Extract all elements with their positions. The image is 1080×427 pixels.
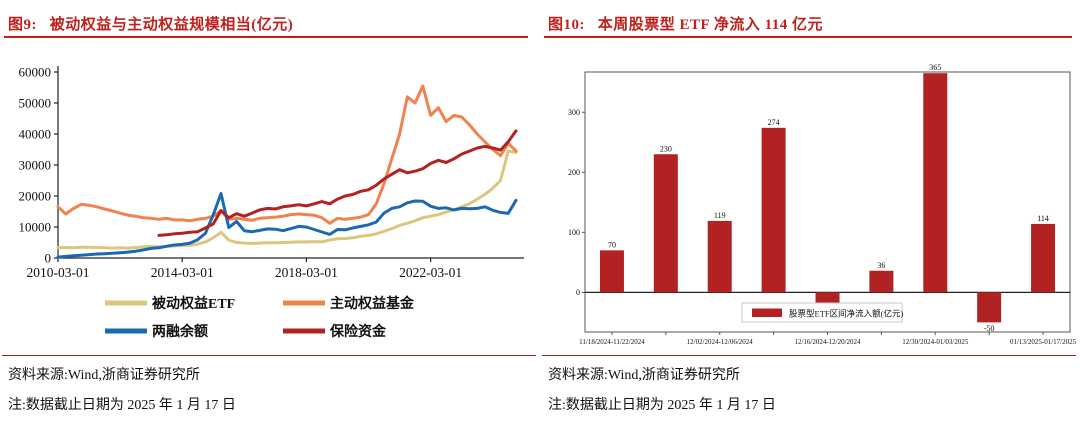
legend-label: 保险资金 (329, 323, 387, 340)
y-tick-label: 0 (576, 288, 580, 297)
bar-chart-figure10: 0 100 200 300 70 230 119 274 36 365 -50 114 11/18/20… (568, 63, 1077, 346)
legend-label: 股票型ETF区间净流入额(亿元) (789, 309, 903, 319)
bar-value-label: 365 (929, 63, 941, 72)
series-line (56, 149, 518, 250)
legend-swatch (752, 308, 782, 317)
bar (761, 127, 786, 293)
bar (869, 270, 894, 293)
legend-label: 被动权益ETF (152, 295, 235, 312)
x-tick-label: 11/18/2024-11/22/2024 (579, 338, 645, 346)
line-chart-figure9: 0 10000 20000 30000 40000 50000 60000 2010-03-0… (19, 65, 524, 340)
x-tick-label: 01/13/2025-01/17/2025 (1010, 338, 1077, 346)
y-tick-label: 0 (45, 251, 52, 266)
bar (653, 154, 678, 293)
legend-box (741, 302, 903, 323)
y-tick-label: 30000 (19, 158, 52, 173)
y-tick-label: 10000 (19, 220, 52, 235)
bar (599, 250, 624, 293)
bar-value-label: 119 (714, 211, 726, 220)
figure10-title-rule (544, 36, 1072, 38)
y-tick-label: 50000 (19, 96, 52, 111)
bar-value-label: 230 (660, 144, 672, 153)
bar-value-label: 70 (608, 240, 616, 249)
bar-value-label: 114 (1037, 214, 1049, 223)
bar (923, 73, 948, 293)
figure9-title-rule (4, 36, 528, 38)
figure9-note: 注:数据截止日期为 2025 年 1 月 17 日 (8, 398, 236, 413)
x-tick-label: 2010-03-01 (27, 265, 90, 280)
legend-label: 两融余额 (152, 323, 208, 340)
x-tick-label: 2014-03-01 (151, 265, 214, 280)
figure9-source: 资料来源:Wind,浙商证券研究所 (8, 368, 200, 383)
series-line (56, 84, 518, 225)
bar-value-label: 274 (768, 118, 780, 127)
figure10-source: 资料来源:Wind,浙商证券研究所 (548, 368, 740, 383)
y-tick-label: 200 (568, 168, 580, 177)
legend-label: 主动权益基金 (330, 295, 415, 312)
x-tick-label: 12/02/2024-12/06/2024 (687, 338, 754, 346)
figure10-chart-area: 0 100 200 300 70 230 119 274 36 365 -50 114 11/18/20… (540, 55, 1080, 355)
bar (977, 292, 1002, 323)
y-tick-label: 20000 (19, 189, 52, 204)
figure9-chart-area: 0 10000 20000 30000 40000 50000 60000 2010-03-0… (0, 55, 540, 350)
x-tick-label: 12/16/2024-12/20/2024 (794, 338, 861, 346)
y-tick-label: 40000 (19, 127, 52, 142)
x-tick-label: 2022-03-01 (399, 265, 462, 280)
series-line (56, 192, 518, 259)
bar (1031, 223, 1056, 293)
y-tick-label: 100 (568, 228, 580, 237)
figure10-source-rule (542, 355, 1076, 356)
bar (707, 220, 732, 293)
figure10-note: 注:数据截止日期为 2025 年 1 月 17 日 (548, 398, 776, 413)
bar-value-label: 36 (877, 261, 885, 270)
y-tick-label: 300 (568, 108, 580, 117)
series-line (157, 129, 518, 237)
y-tick-label: 60000 (19, 65, 52, 80)
figure9-source-rule (2, 355, 536, 356)
figure9-title: 图9: 被动权益与主动权益规模相当(亿元) (8, 17, 294, 33)
figure10-title: 图10: 本周股票型 ETF 净流入 114 亿元 (548, 17, 824, 33)
bar-value-label: -50 (984, 324, 995, 333)
x-tick-label: 12/30/2024-01/03/2025 (902, 338, 969, 346)
x-tick-label: 2018-03-01 (275, 265, 338, 280)
